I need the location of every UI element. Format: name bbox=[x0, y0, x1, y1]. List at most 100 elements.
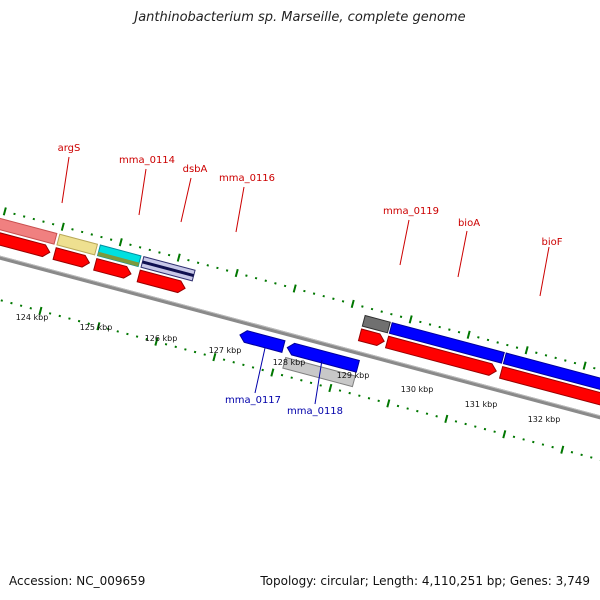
scale-tick-minor bbox=[100, 235, 103, 239]
scale-tick-minor bbox=[145, 337, 148, 341]
scale-tick-minor bbox=[300, 379, 303, 382]
gene-label-mma-0119[interactable]: mma_0119 bbox=[383, 206, 439, 217]
scale-tick-major bbox=[582, 361, 587, 370]
scale-tick-major bbox=[60, 222, 65, 231]
scale-tick-minor bbox=[522, 438, 525, 441]
gene-block-argS[interactable] bbox=[0, 203, 58, 245]
scale-tick-major bbox=[350, 299, 355, 309]
scale-tick-minor bbox=[554, 356, 557, 360]
forward-cds-track bbox=[0, 216, 600, 414]
scale-tick-minor bbox=[512, 435, 516, 439]
scale-tick-major bbox=[176, 253, 181, 262]
gene-label-mma-0117[interactable]: mma_0117 bbox=[225, 395, 281, 406]
scale-tick-major bbox=[292, 284, 297, 293]
scale-tick-major bbox=[2, 207, 7, 216]
scale-tick-minor bbox=[338, 389, 342, 392]
scale-tick-minor bbox=[87, 322, 90, 325]
scale-tick-minor bbox=[274, 282, 277, 285]
cds-arrow-mma-0114[interactable] bbox=[52, 247, 91, 269]
scale-tick-minor bbox=[116, 330, 119, 333]
scale-tick-minor bbox=[416, 409, 419, 413]
gene-label-bioA[interactable]: bioA bbox=[458, 218, 480, 229]
scale-tick-minor bbox=[367, 397, 371, 400]
genome-stats-text: Topology: circular; Length: 4,110,251 bp… bbox=[260, 574, 590, 588]
scale-tick-minor bbox=[474, 425, 477, 428]
gene-label-mma-0118[interactable]: mma_0118 bbox=[287, 406, 343, 417]
pointer-mma-0118 bbox=[314, 359, 323, 405]
gene-block-bioA[interactable] bbox=[388, 322, 505, 364]
scale-label: 131 kbp bbox=[465, 400, 498, 409]
scale-tick-minor bbox=[551, 445, 554, 449]
scale-tick-minor bbox=[454, 420, 458, 423]
scale-tick-major bbox=[270, 368, 275, 377]
scale-tick-minor bbox=[544, 354, 548, 357]
scale-tick-minor bbox=[203, 353, 206, 356]
scale-tick-minor bbox=[148, 248, 151, 252]
cds-arrow-mma-0116[interactable] bbox=[136, 269, 186, 294]
scale-tick-minor bbox=[535, 351, 538, 354]
pointer-mma-0117 bbox=[254, 347, 266, 394]
scale-tick-minor bbox=[184, 348, 187, 351]
scale-tick-minor bbox=[464, 422, 467, 426]
scale-tick-minor bbox=[590, 456, 593, 459]
accession-text: Accession: NC_009659 bbox=[9, 574, 146, 588]
scale-tick-major bbox=[444, 414, 449, 423]
scale-tick-minor bbox=[71, 228, 74, 231]
scale-tick-minor bbox=[493, 430, 496, 433]
scale-tick-minor bbox=[428, 323, 432, 326]
scale-tick-major bbox=[234, 268, 239, 278]
scale-tick-minor bbox=[58, 314, 61, 318]
scale-tick-minor bbox=[261, 368, 264, 372]
cds-arrow-dsbA[interactable] bbox=[93, 257, 133, 280]
scale-tick-minor bbox=[187, 258, 190, 262]
scale-ticks-lower bbox=[0, 299, 600, 462]
scale-tick-minor bbox=[80, 230, 84, 234]
scale-tick-minor bbox=[138, 246, 142, 249]
gene-block-bioF[interactable] bbox=[502, 352, 600, 401]
gene-label-dsbA[interactable]: dsbA bbox=[183, 164, 208, 175]
scale-tick-minor bbox=[42, 220, 45, 223]
scale-tick-minor bbox=[32, 217, 36, 221]
gene-label-mma-0116[interactable]: mma_0116 bbox=[219, 173, 275, 184]
scale-tick-minor bbox=[135, 335, 139, 338]
gene-block-mma-0114[interactable] bbox=[56, 233, 99, 256]
scale-tick-minor bbox=[90, 233, 94, 236]
scale-tick-minor bbox=[245, 274, 248, 277]
scale-tick-minor bbox=[425, 412, 429, 415]
scale-tick-minor bbox=[22, 215, 26, 218]
scale-tick-major bbox=[466, 330, 471, 339]
scale-tick-minor bbox=[483, 427, 487, 431]
scale-tick-minor bbox=[0, 299, 3, 302]
scale-tick-minor bbox=[457, 330, 461, 334]
scale-tick-minor bbox=[573, 361, 577, 365]
scale-tick-minor bbox=[216, 266, 219, 270]
scale-tick-minor bbox=[264, 279, 267, 282]
cds-arrow-bioA[interactable] bbox=[384, 335, 498, 377]
pointer-dsbA bbox=[180, 177, 192, 223]
forward-feature-track bbox=[0, 203, 600, 401]
scale-labels: 124 kbp 125 kbp 126 kbp 127 kbp 128 kbp … bbox=[16, 313, 561, 424]
cds-arrow-mma-0119[interactable] bbox=[357, 328, 385, 347]
scale-tick-minor bbox=[48, 312, 52, 315]
scale-tick-minor bbox=[68, 317, 71, 320]
scale-tick-major bbox=[328, 383, 333, 393]
cds-arrow-mma-0117[interactable] bbox=[238, 329, 286, 353]
gene-label-bioF[interactable]: bioF bbox=[542, 237, 563, 248]
scale-label: 126 kbp bbox=[145, 334, 178, 343]
scale-tick-minor bbox=[51, 222, 55, 226]
gene-label-argS[interactable]: argS bbox=[58, 143, 81, 154]
cds-arrow-mma-0118[interactable] bbox=[286, 342, 360, 373]
scale-label: 125 kbp bbox=[80, 323, 113, 332]
pointer-argS bbox=[61, 156, 70, 204]
map-title: Janthinobacterium sp. Marseille, complet… bbox=[134, 10, 466, 25]
scale-tick-major bbox=[386, 399, 391, 408]
scale-tick-minor bbox=[322, 294, 325, 298]
scale-tick-minor bbox=[448, 328, 451, 331]
gene-label-mma-0114[interactable]: mma_0114 bbox=[119, 155, 175, 166]
scale-tick-minor bbox=[10, 301, 13, 305]
cds-arrow-bioF[interactable] bbox=[498, 365, 600, 414]
scale-tick-minor bbox=[380, 310, 383, 313]
gene-block-mma-0119[interactable] bbox=[361, 314, 391, 334]
scale-tick-minor bbox=[358, 394, 361, 397]
cds-arrow-argS[interactable] bbox=[0, 216, 51, 258]
